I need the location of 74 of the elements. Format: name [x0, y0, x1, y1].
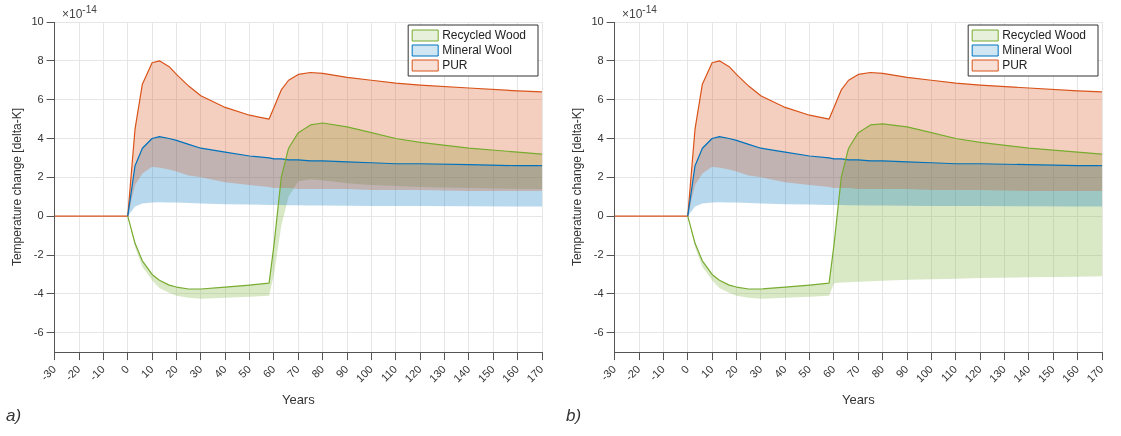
y-tick-label: 6: [37, 92, 44, 105]
x-tick-label: 130: [986, 362, 1009, 385]
x-tick-label: 150: [475, 362, 497, 385]
y-tick-label: 4: [597, 131, 604, 144]
y-tick-label: -2: [33, 248, 44, 261]
x-tick-label: 30: [747, 362, 765, 380]
y-tick-label: 4: [37, 131, 44, 144]
y-tick-label: 8: [597, 53, 604, 66]
legend-label: PUR: [442, 57, 468, 72]
x-tick-label: 150: [1035, 362, 1057, 385]
x-tick-label: 0: [678, 362, 692, 376]
text: b): [566, 406, 582, 426]
x-tick-label: 80: [309, 362, 327, 380]
x-tick-label: 40: [211, 362, 229, 380]
x-tick-label: 170: [524, 362, 546, 385]
y-tick-label: -6: [593, 325, 604, 338]
y-tick-label: 2: [37, 170, 44, 183]
x-tick-label: -30: [598, 362, 619, 383]
y-tick-label: 0: [597, 209, 604, 222]
x-tick-label: 20: [162, 362, 181, 380]
y-tick-label: -2: [593, 248, 604, 261]
x-axis-title: Years: [841, 391, 876, 407]
x-axis-title: Years: [281, 391, 316, 407]
x-tick-label: 70: [284, 362, 302, 380]
x-tick-label: 110: [938, 362, 960, 384]
y-tick-label: 10: [591, 15, 604, 28]
x-tick-label: 10: [698, 362, 716, 380]
x-tick-label: 120: [402, 362, 424, 385]
x-tick-label: 90: [333, 362, 351, 380]
y-tick-label: -4: [593, 286, 604, 299]
x-tick-label: 40: [771, 362, 789, 380]
x-tick-label: -10: [87, 362, 107, 383]
legend-label: Mineral Wool: [1002, 42, 1072, 57]
legend-label: Mineral Wool: [442, 42, 512, 57]
text: a): [6, 406, 22, 426]
x-tick-label: 60: [820, 362, 838, 380]
x-tick-label: 140: [450, 362, 473, 385]
legend-label: Recycled Wood: [1002, 27, 1087, 42]
x-tick-label: 160: [499, 362, 522, 385]
y-tick-label: 10: [31, 15, 44, 28]
y-tick-label: 6: [597, 92, 604, 105]
text: ×10$^{-14}$: [62, 4, 97, 21]
x-tick-label: 30: [187, 362, 205, 380]
x-tick-label: -30: [38, 362, 59, 383]
y-tick-label: 8: [37, 53, 44, 66]
x-tick-label: 50: [795, 362, 814, 380]
x-tick-label: 160: [1059, 362, 1082, 385]
x-tick-label: 60: [260, 362, 278, 380]
y-tick-label: 0: [37, 209, 44, 222]
x-tick-label: 90: [893, 362, 911, 380]
x-tick-label: 0: [118, 362, 132, 376]
x-tick-label: 100: [353, 362, 375, 385]
x-tick-label: -20: [62, 362, 83, 383]
x-tick-label: -10: [647, 362, 667, 383]
x-tick-label: 130: [426, 362, 449, 385]
legend-label: PUR: [1002, 57, 1028, 72]
x-tick-label: 10: [138, 362, 156, 380]
y-axis-title: Temperature change [delta-K]: [569, 108, 584, 267]
y-tick-label: -4: [33, 286, 44, 299]
x-tick-label: 70: [844, 362, 862, 380]
x-tick-label: 170: [1084, 362, 1106, 385]
x-tick-label: 80: [869, 362, 887, 380]
text: ×10$^{-14}$: [622, 4, 657, 21]
y-tick-label: 2: [597, 170, 604, 183]
y-tick-label: -6: [33, 325, 44, 338]
x-tick-label: 100: [913, 362, 935, 385]
x-tick-label: 120: [962, 362, 984, 385]
x-tick-label: 140: [1010, 362, 1033, 385]
y-axis-title: Temperature change [delta-K]: [9, 108, 24, 267]
x-tick-label: 110: [378, 362, 400, 384]
legend-label: Recycled Wood: [442, 27, 527, 42]
x-tick-label: -20: [622, 362, 643, 383]
x-tick-label: 20: [722, 362, 741, 380]
x-tick-label: 50: [235, 362, 254, 380]
